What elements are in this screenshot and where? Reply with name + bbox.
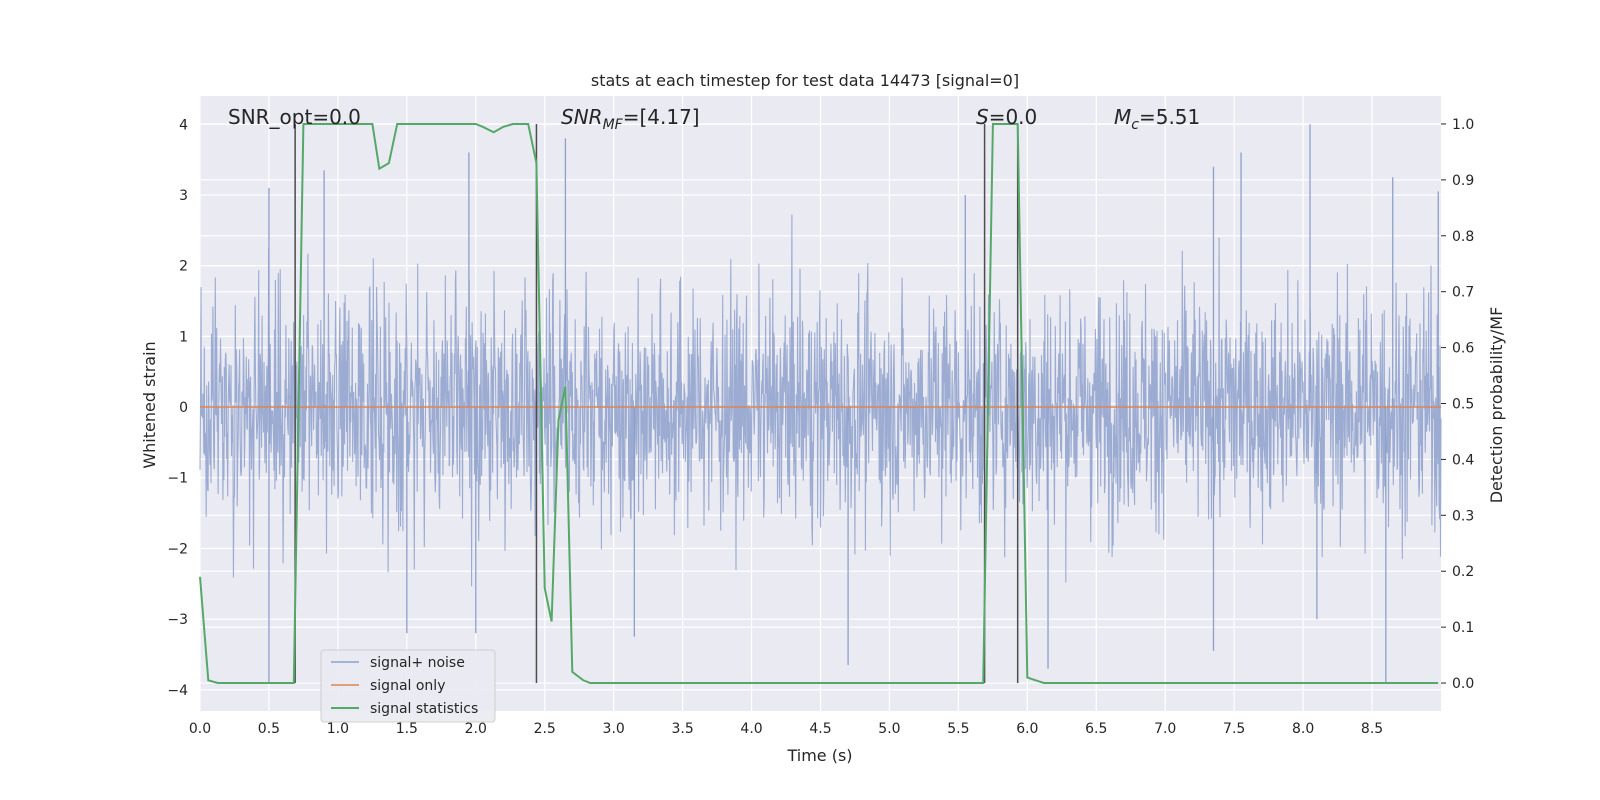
- chart-title: stats at each timestep for test data 144…: [591, 71, 1019, 90]
- left-y-tick-label: 0: [179, 400, 188, 416]
- x-tick-label: 0.0: [189, 721, 211, 737]
- x-tick-label: 6.5: [1085, 721, 1107, 737]
- legend-label-signal-only: signal only: [370, 678, 445, 694]
- right-y-tick-labels: 1.0 0.9 0.8 0.7 0.6 0.5 0.4 0.3 0.2 0.1 0.0: [1441, 117, 1474, 692]
- left-y-tick-label: 1: [179, 329, 188, 345]
- signal-noise-series: [199, 124, 1442, 683]
- left-y-tick-label: −3: [167, 612, 188, 628]
- annotation-s-main: S: [976, 105, 989, 129]
- x-tick-label: 5.0: [878, 721, 900, 737]
- left-y-tick-label: 3: [179, 188, 188, 204]
- x-tick-label: 4.0: [740, 721, 762, 737]
- x-tick-label: 3.0: [603, 721, 625, 737]
- annotation-mc-value: =5.51: [1139, 105, 1200, 129]
- x-tick-label: 8.0: [1292, 721, 1314, 737]
- signal-statistics-series: [199, 123, 1439, 684]
- left-y-tick-label: −1: [167, 471, 188, 487]
- x-tick-label: 7.0: [1154, 721, 1176, 737]
- right-y-tick-label: 0.6: [1452, 341, 1474, 357]
- x-tick-label: 0.5: [258, 721, 280, 737]
- right-y-tick-label: 0.4: [1452, 452, 1474, 468]
- right-y-tick-label: 0.3: [1452, 508, 1474, 524]
- annotation-mc: Mc=5.51: [1114, 105, 1200, 133]
- signal-noise-line: [199, 214, 1442, 587]
- annotation-snr-mf: SNRMF=[4.17]: [561, 105, 700, 133]
- x-tick-label: 3.5: [671, 721, 693, 737]
- x-tick-label: 1.5: [396, 721, 418, 737]
- right-y-tick-label: 0.1: [1452, 620, 1474, 636]
- annotation-s: S=0.0: [976, 105, 1037, 129]
- x-tick-label: 1.0: [327, 721, 349, 737]
- x-tick-labels: 0.0 0.5 1.0 1.5 2.0 2.5 3.0 3.5 4.0 4.5 5.0 5.5 6.0 6…: [189, 721, 1383, 737]
- x-tick-label: 7.5: [1223, 721, 1245, 737]
- annotation-snr-mf-value: =[4.17]: [623, 105, 700, 129]
- right-y-tick-label: 0.0: [1452, 676, 1474, 692]
- x-axis-label: Time (s): [786, 746, 852, 765]
- left-y-tick-label: −2: [167, 541, 188, 557]
- legend: signal+ noise signal only signal statist…: [320, 649, 496, 723]
- right-y-tick-label: 1.0: [1452, 117, 1474, 133]
- left-y-tick-labels: 4 3 2 1 0 −1 −2 −3 −4: [167, 117, 188, 699]
- left-y-axis-label: Whitened strain: [140, 341, 159, 468]
- x-tick-label: 2.5: [534, 721, 556, 737]
- right-y-axis-label: Detection probability/MF: [1487, 307, 1506, 504]
- annotation-mc-sub: c: [1131, 117, 1139, 133]
- x-tick-label: 4.5: [809, 721, 831, 737]
- left-y-tick-label: 4: [179, 117, 188, 133]
- right-y-tick-label: 0.7: [1452, 285, 1474, 301]
- signal-statistics-line: [199, 123, 1439, 684]
- left-y-tick-label: −4: [167, 683, 188, 699]
- right-y-tick-label: 0.2: [1452, 564, 1474, 580]
- annotation-snr-opt: SNR_opt=0.0: [228, 105, 361, 129]
- annotation-snr-mf-sub: MF: [603, 117, 624, 133]
- x-tick-label: 2.0: [465, 721, 487, 737]
- x-tick-label: 8.5: [1361, 721, 1383, 737]
- annotation-s-value: =0.0: [989, 105, 1038, 129]
- left-y-tick-label: 2: [179, 259, 188, 275]
- legend-box: [320, 649, 496, 723]
- x-tick-label: 6.0: [1016, 721, 1038, 737]
- right-y-tick-label: 0.5: [1452, 397, 1474, 413]
- annotation-mc-main: M: [1114, 105, 1131, 129]
- legend-label-signal-statistics: signal statistics: [370, 701, 478, 717]
- annotation-snr-mf-main: SNR: [561, 105, 603, 129]
- x-tick-label: 5.5: [947, 721, 969, 737]
- right-y-tick-label: 0.8: [1452, 229, 1474, 245]
- right-y-tick-label: 0.9: [1452, 173, 1474, 189]
- legend-label-signal-noise: signal+ noise: [370, 655, 465, 671]
